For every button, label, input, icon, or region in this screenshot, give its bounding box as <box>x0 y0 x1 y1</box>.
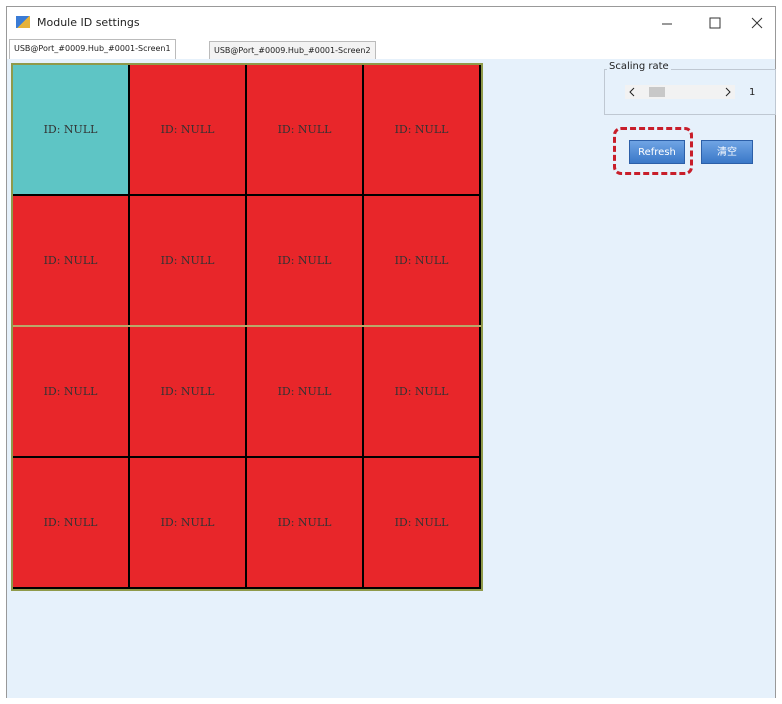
clear-button[interactable]: 清空 <box>701 140 753 164</box>
scaling-group <box>604 69 776 115</box>
tab[interactable]: USB@Port_#0009.Hub_#0001-Screen1 <box>9 39 176 60</box>
module-cell[interactable]: ID: NULL <box>13 458 128 587</box>
module-cell[interactable]: ID: NULL <box>247 458 362 587</box>
scroll-right[interactable] <box>721 85 735 99</box>
refresh-button[interactable]: Refresh <box>629 140 685 164</box>
group-label: Scaling rate <box>607 61 671 72</box>
module-cell[interactable]: ID: NULL <box>364 327 479 456</box>
tab-strip: USB@Port_#0009.Hub_#0001-Screen1 USB@Por… <box>7 39 775 60</box>
module-grid: ID: NULL ID: NULL ID: NULL ID: NULL ID: NULL… <box>11 63 483 591</box>
module-cell[interactable]: ID: NULL <box>364 196 479 325</box>
tab[interactable]: USB@Port_#0009.Hub_#0001-Screen2 <box>209 41 376 59</box>
close-button[interactable] <box>747 13 767 33</box>
minimize-button[interactable] <box>657 13 677 33</box>
module-cell[interactable]: ID: NULL <box>247 196 362 325</box>
module-cell[interactable]: ID: NULL <box>13 65 128 194</box>
module-cell[interactable]: ID: NULL <box>364 65 479 194</box>
module-cell[interactable]: ID: NULL <box>247 65 362 194</box>
module-cell[interactable]: ID: NULL <box>130 65 245 194</box>
section-line <box>13 325 481 327</box>
maximize-button[interactable] <box>705 13 725 33</box>
highlight-box <box>613 127 693 175</box>
module-cell[interactable]: ID: NULL <box>13 327 128 456</box>
module-cell[interactable]: ID: NULL <box>130 458 245 587</box>
module-cell[interactable]: ID: NULL <box>364 458 479 587</box>
module-cell[interactable]: ID: NULL <box>13 196 128 325</box>
scrollbar[interactable] <box>625 85 735 99</box>
scroll-left[interactable] <box>625 85 639 99</box>
module-cell[interactable]: ID: NULL <box>130 196 245 325</box>
module-cell[interactable]: ID: NULL <box>130 327 245 456</box>
title-bar: Module ID settings <box>7 7 775 39</box>
scroll-thumb[interactable] <box>649 87 665 97</box>
content: ID: NULL ID: NULL ID: NULL ID: NULL ID: NULL… <box>7 59 776 698</box>
window-title: Module ID settings <box>37 16 140 29</box>
window: Module ID settings USB@Port_#0009.Hub_#0… <box>6 6 776 698</box>
module-cell[interactable]: ID: NULL <box>247 327 362 456</box>
app-icon <box>16 16 30 28</box>
scaling-value: 1 <box>749 87 756 98</box>
